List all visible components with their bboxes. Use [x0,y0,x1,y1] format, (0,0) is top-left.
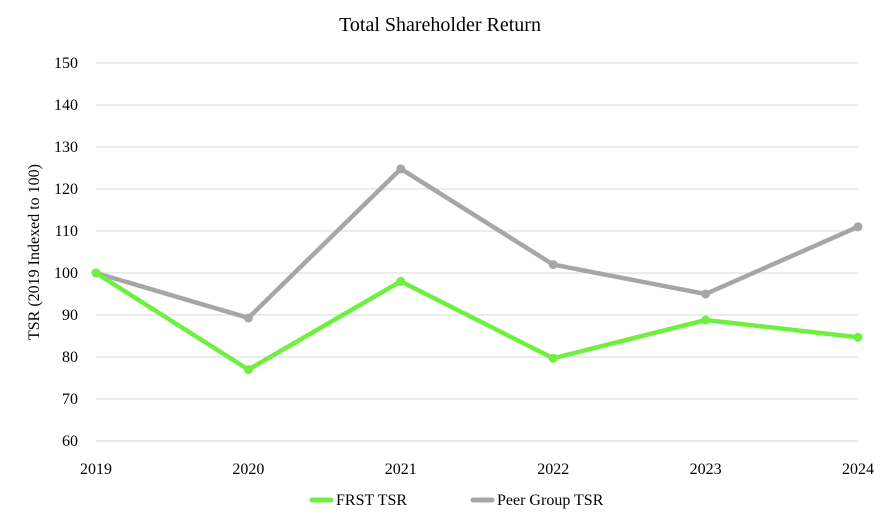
series-peer-group-tsr [91,164,863,323]
y-tick-label: 130 [54,139,78,156]
data-point [853,222,863,232]
y-tick-label: 60 [62,433,78,450]
data-point [243,365,253,375]
y-tick-label: 150 [54,55,78,72]
data-point [396,276,406,286]
data-point [548,260,558,270]
x-tick-label: 2019 [80,461,112,478]
series-line [93,166,861,321]
y-tick-label: 140 [54,97,78,114]
legend[interactable]: FRST TSR Peer Group TSR [309,492,604,509]
x-axis-ticks: 2019 2020 2021 2022 2023 2024 [80,461,874,478]
data-point [91,268,101,278]
chart-title: Total Shareholder Return [339,14,541,36]
x-tick-label: 2022 [537,461,569,478]
y-axis-label: TSR (2019 Indexed to 100) [26,164,43,340]
gridlines [96,62,858,442]
x-tick-label: 2024 [842,461,874,478]
series-line [93,270,861,372]
data-point [853,332,863,342]
y-axis-ticks: 60 70 80 90 100 110 120 130 140 150 [54,55,78,450]
x-tick-label: 2023 [690,461,722,478]
data-point [701,315,711,325]
y-tick-label: 120 [54,181,78,198]
legend-label: Peer Group TSR [497,492,604,509]
y-tick-label: 110 [55,223,78,240]
y-tick-label: 80 [62,349,78,366]
x-tick-label: 2020 [232,461,264,478]
y-tick-label: 90 [62,307,78,324]
legend-item-peer-group-tsr[interactable]: Peer Group TSR [470,492,604,509]
legend-label: FRST TSR [336,492,407,509]
data-point [701,289,711,299]
data-point [548,353,558,363]
data-point [243,313,253,323]
x-tick-label: 2021 [385,461,417,478]
data-point [396,164,406,174]
y-tick-label: 70 [62,391,78,408]
series-frst-tsr [91,268,863,375]
series-group [91,164,863,375]
legend-item-frst-tsr[interactable]: FRST TSR [309,492,407,509]
y-tick-label: 100 [54,265,78,282]
